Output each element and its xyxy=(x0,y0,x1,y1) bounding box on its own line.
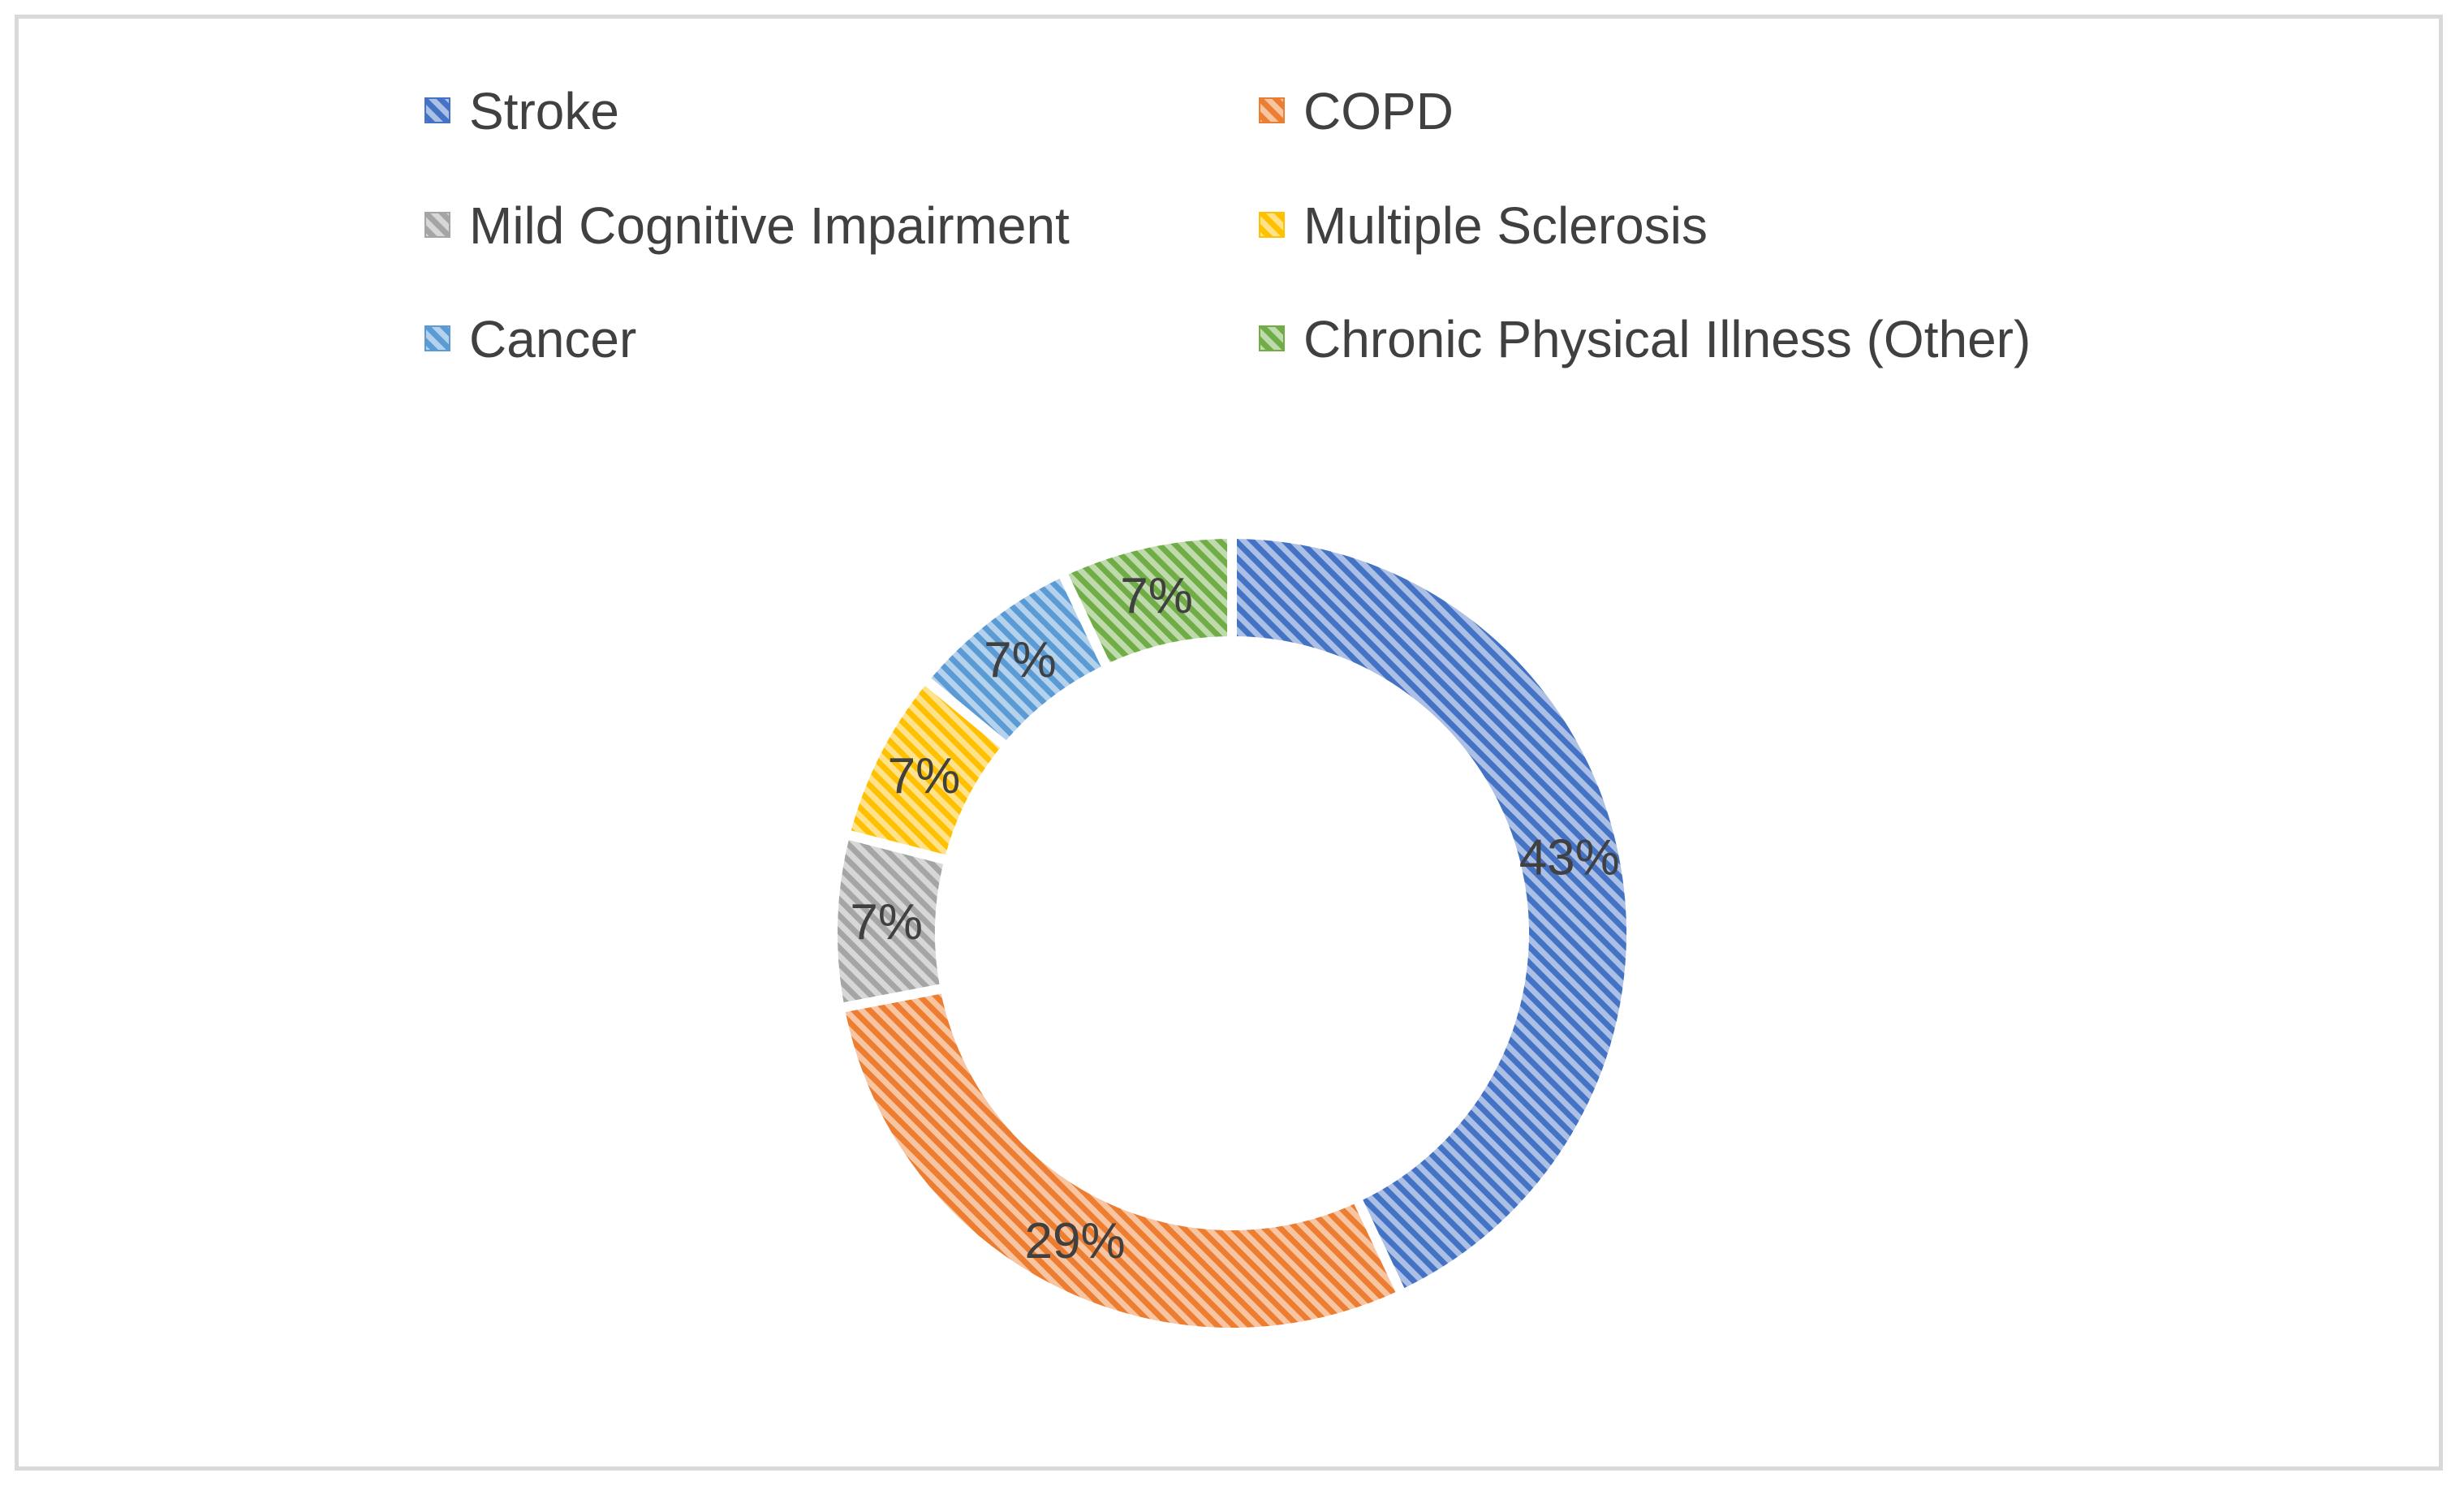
legend-label-chronic-physical-illness-other: Chronic Physical Illness (Other) xyxy=(1303,310,2031,368)
doughnut-slices xyxy=(828,528,1636,1337)
legend-swatch-mild-cognitive-impairment xyxy=(424,212,450,238)
legend-swatch-cancer xyxy=(424,325,450,351)
data-label-cancer: 7% xyxy=(984,632,1057,688)
legend-label-stroke: Stroke xyxy=(469,82,619,140)
legend-swatch-chronic-physical-illness-other xyxy=(1259,325,1285,351)
data-label-multiple-sclerosis: 7% xyxy=(888,748,961,804)
slice-chronic-physical-illness-other xyxy=(1055,528,1237,676)
legend-label-copd: COPD xyxy=(1303,82,1454,140)
legend: Stroke COPD Mild Cognitive Impairment Multi… xyxy=(424,82,2031,368)
legend-swatch-stroke xyxy=(424,97,450,123)
legend-swatch-copd xyxy=(1259,97,1285,123)
slice-stroke xyxy=(1227,528,1636,1302)
legend-label-cancer: Cancer xyxy=(469,310,636,368)
data-label-copd: 29% xyxy=(1025,1213,1126,1269)
legend-swatch-multiple-sclerosis xyxy=(1259,212,1285,238)
legend-label-multiple-sclerosis: Multiple Sclerosis xyxy=(1303,196,1708,255)
data-label-stroke: 43% xyxy=(1519,830,1620,886)
slice-copd xyxy=(834,982,1409,1337)
data-label-mild-cognitive-impairment: 7% xyxy=(850,894,923,950)
data-label-chronic-physical-illness-other: 7% xyxy=(1120,568,1193,624)
legend-label-mild-cognitive-impairment: Mild Cognitive Impairment xyxy=(469,196,1070,255)
data-labels: 43% 29% 7% 7% 7% 7% xyxy=(850,568,1619,1269)
